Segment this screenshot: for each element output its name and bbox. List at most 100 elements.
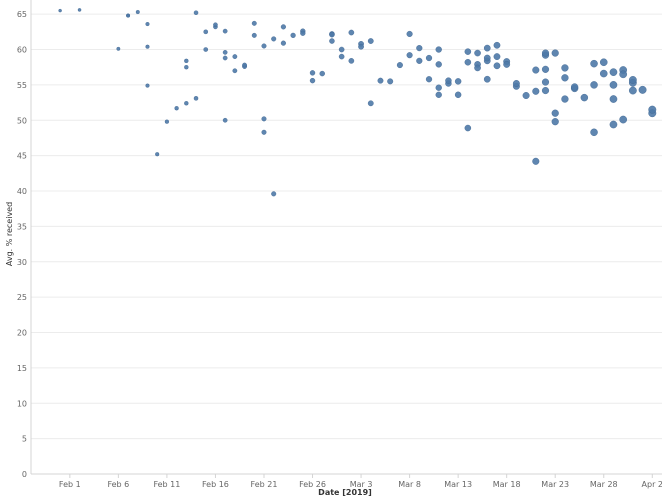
data-point[interactable]: [338, 46, 345, 53]
data-point[interactable]: [590, 128, 598, 137]
data-point[interactable]: [638, 85, 647, 94]
data-point[interactable]: [609, 68, 618, 76]
data-point[interactable]: [222, 117, 228, 123]
data-point[interactable]: [580, 93, 589, 102]
data-point[interactable]: [532, 66, 540, 74]
data-point[interactable]: [435, 46, 442, 53]
data-point[interactable]: [155, 152, 160, 157]
data-point[interactable]: [590, 81, 598, 89]
data-point[interactable]: [551, 118, 559, 126]
data-point[interactable]: [203, 29, 208, 35]
data-point[interactable]: [464, 124, 472, 132]
data-point[interactable]: [541, 65, 550, 73]
data-point[interactable]: [493, 41, 501, 49]
data-point[interactable]: [435, 61, 442, 68]
data-point[interactable]: [193, 10, 199, 15]
data-point[interactable]: [184, 65, 189, 70]
data-point[interactable]: [416, 45, 423, 52]
data-point[interactable]: [435, 91, 442, 98]
data-point[interactable]: [367, 100, 374, 107]
data-point[interactable]: [213, 22, 218, 28]
data-point[interactable]: [261, 43, 267, 49]
data-point[interactable]: [193, 96, 199, 101]
data-point[interactable]: [145, 44, 150, 49]
data-point[interactable]: [184, 101, 189, 106]
data-point[interactable]: [474, 49, 481, 57]
data-point[interactable]: [628, 86, 637, 95]
data-point[interactable]: [174, 106, 179, 111]
data-point[interactable]: [493, 62, 501, 70]
data-point[interactable]: [483, 54, 491, 62]
data-point[interactable]: [541, 49, 550, 57]
data-point[interactable]: [309, 70, 316, 76]
data-point[interactable]: [551, 49, 559, 57]
data-point[interactable]: [599, 58, 608, 67]
data-point[interactable]: [425, 76, 433, 83]
data-point[interactable]: [464, 48, 472, 55]
data-point[interactable]: [271, 36, 277, 42]
data-point[interactable]: [628, 76, 637, 84]
data-point[interactable]: [541, 78, 550, 86]
data-point[interactable]: [290, 32, 296, 38]
data-point[interactable]: [338, 53, 345, 60]
data-point[interactable]: [222, 55, 228, 61]
data-point[interactable]: [541, 86, 550, 95]
data-point[interactable]: [445, 77, 452, 84]
data-point[interactable]: [590, 59, 598, 68]
data-point[interactable]: [599, 69, 608, 78]
data-point[interactable]: [261, 116, 267, 122]
data-point[interactable]: [367, 38, 374, 44]
data-point[interactable]: [648, 105, 657, 114]
data-point[interactable]: [271, 191, 277, 197]
data-point[interactable]: [358, 43, 364, 50]
data-point[interactable]: [126, 13, 131, 18]
data-point[interactable]: [329, 31, 335, 38]
data-point[interactable]: [309, 77, 316, 84]
data-point[interactable]: [483, 75, 491, 83]
data-point[interactable]: [454, 78, 462, 85]
data-point[interactable]: [561, 74, 569, 82]
data-point[interactable]: [319, 70, 325, 77]
data-point[interactable]: [232, 54, 238, 59]
data-point[interactable]: [435, 84, 442, 91]
data-point[interactable]: [261, 129, 267, 135]
data-point[interactable]: [406, 30, 413, 37]
data-point[interactable]: [425, 54, 433, 62]
data-point[interactable]: [280, 24, 286, 30]
data-point[interactable]: [512, 80, 520, 87]
data-point[interactable]: [242, 62, 247, 68]
data-point[interactable]: [464, 58, 472, 66]
data-point[interactable]: [503, 60, 511, 68]
data-point[interactable]: [474, 64, 481, 72]
data-point[interactable]: [561, 95, 569, 103]
data-point[interactable]: [609, 95, 618, 103]
data-point[interactable]: [416, 57, 423, 64]
data-point[interactable]: [561, 64, 569, 72]
data-point[interactable]: [348, 58, 355, 64]
data-point[interactable]: [570, 83, 579, 91]
data-point[interactable]: [58, 8, 62, 13]
data-point[interactable]: [348, 29, 355, 36]
data-point[interactable]: [116, 46, 121, 51]
data-point[interactable]: [280, 40, 286, 46]
data-point[interactable]: [251, 20, 257, 26]
data-point[interactable]: [222, 50, 228, 55]
data-point[interactable]: [619, 70, 628, 79]
data-point[interactable]: [493, 53, 501, 60]
data-point[interactable]: [609, 81, 618, 89]
data-point[interactable]: [619, 115, 628, 124]
data-point[interactable]: [396, 62, 403, 69]
data-point[interactable]: [522, 92, 530, 99]
data-point[interactable]: [406, 52, 413, 59]
data-point[interactable]: [532, 157, 540, 165]
data-point[interactable]: [184, 58, 189, 64]
data-point[interactable]: [232, 68, 238, 74]
data-point[interactable]: [222, 28, 228, 34]
data-point[interactable]: [145, 22, 150, 27]
data-point[interactable]: [377, 77, 384, 84]
data-point[interactable]: [164, 119, 170, 124]
data-point[interactable]: [483, 44, 491, 52]
data-point[interactable]: [387, 78, 394, 85]
data-point[interactable]: [135, 10, 140, 15]
data-point[interactable]: [454, 91, 462, 99]
